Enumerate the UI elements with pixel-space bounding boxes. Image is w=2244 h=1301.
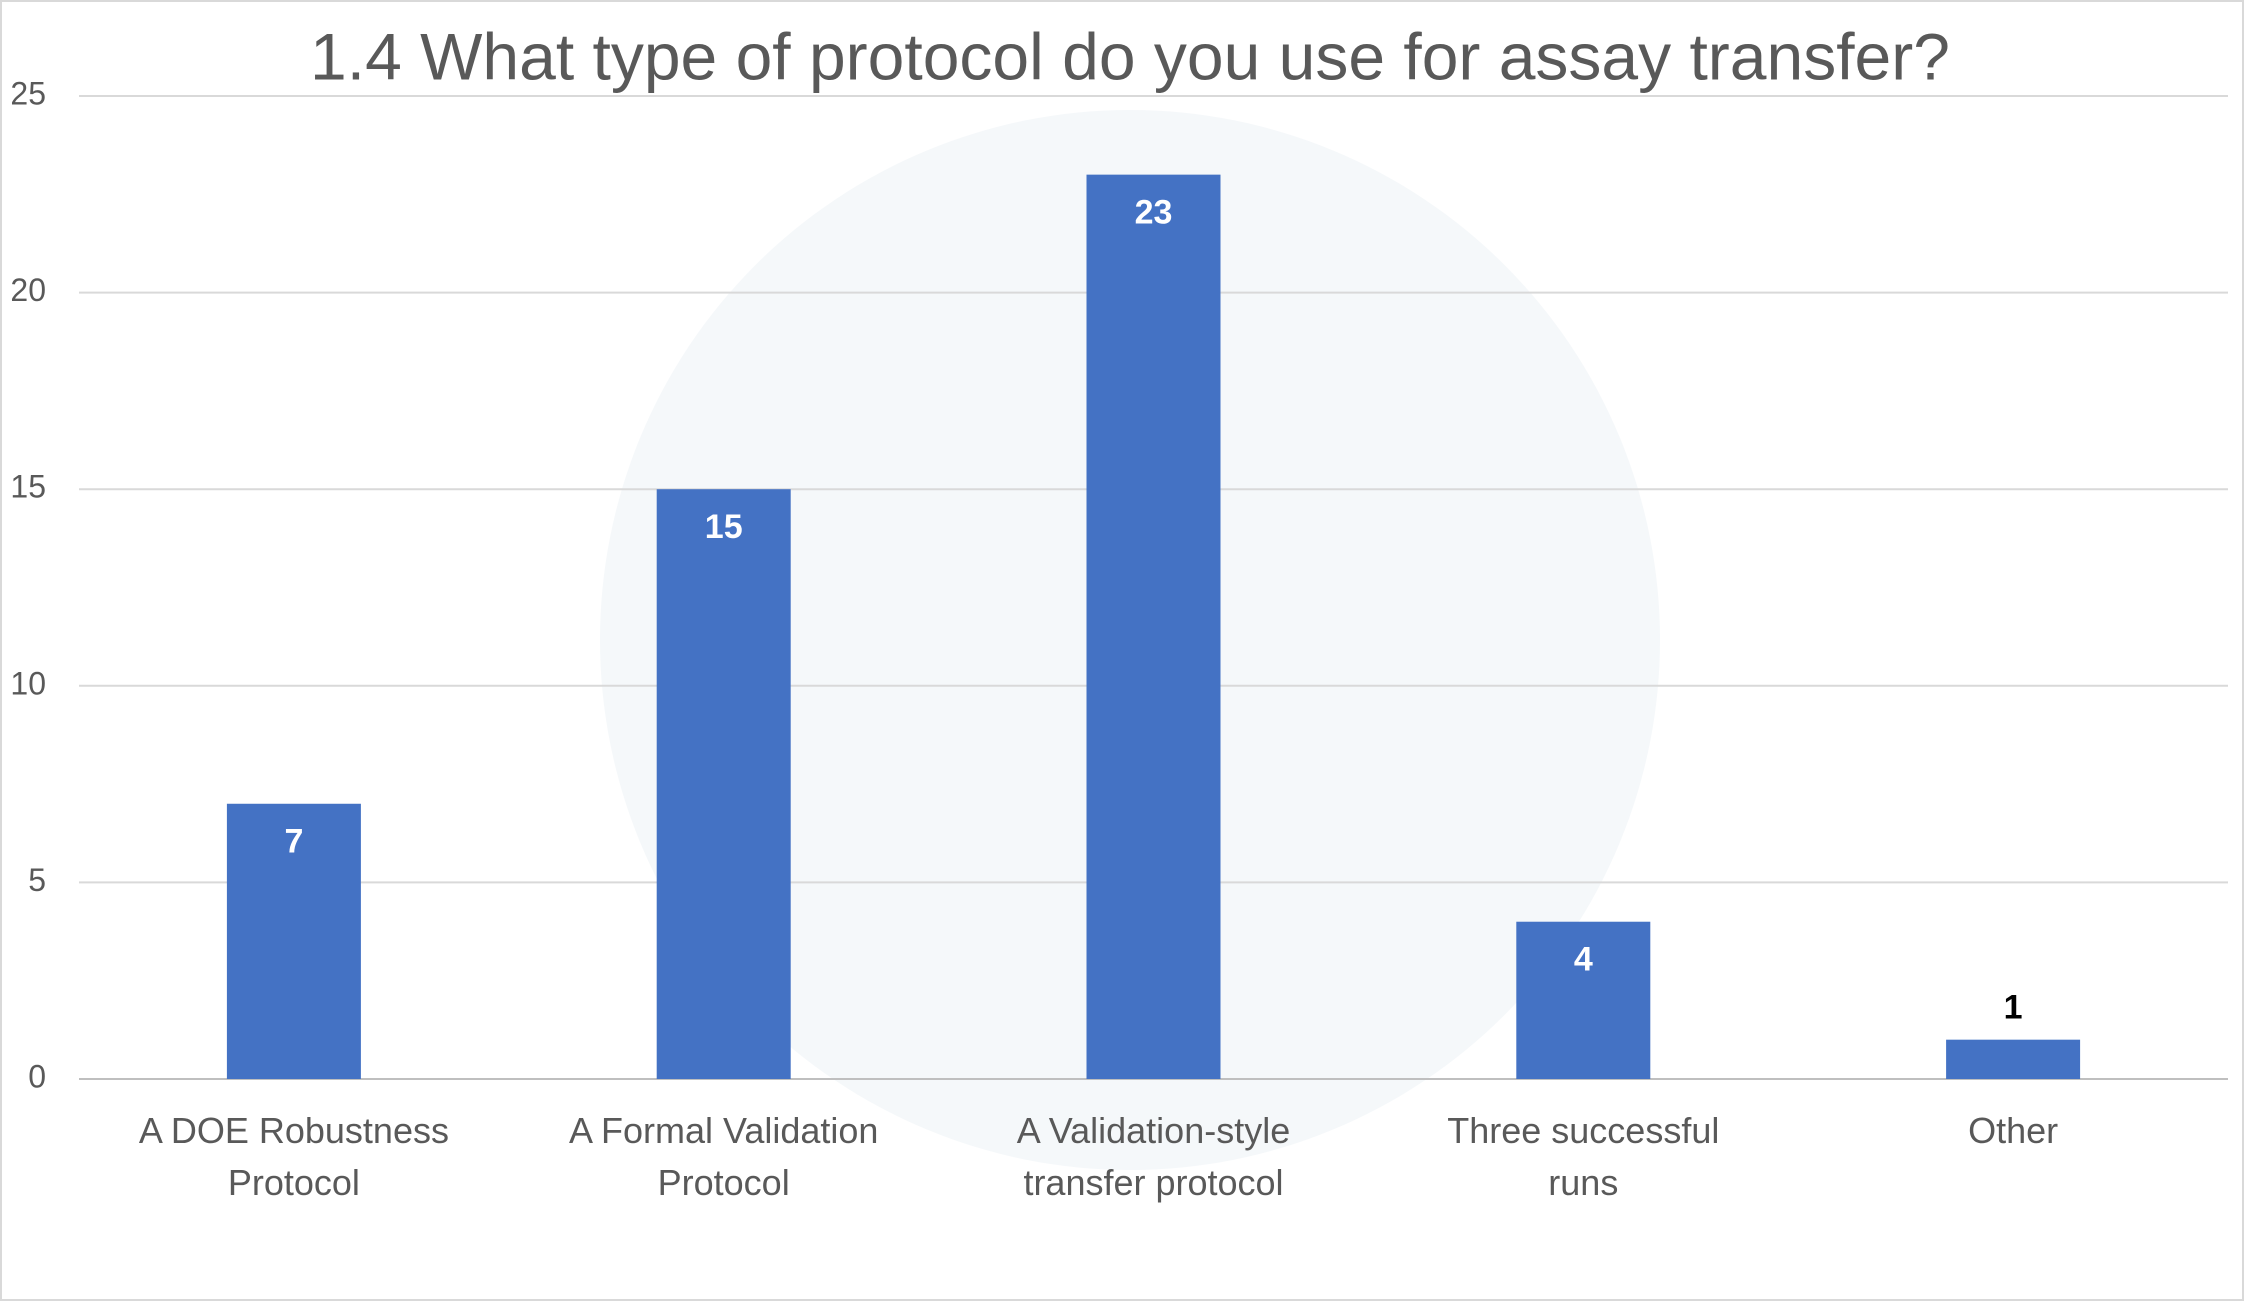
chart-title: 1.4 What type of protocol do you use for… (310, 19, 1950, 93)
x-tick-label: A DOE Robustness Protocol (138, 1110, 449, 1203)
x-tick-label: Three successful runs (1447, 1110, 1720, 1203)
y-tick-label: 10 (10, 665, 46, 701)
y-tick-label: 25 (10, 75, 46, 111)
data-label: 15 (705, 508, 743, 546)
y-tick-label: 5 (28, 862, 46, 898)
x-tick-label: Other (1968, 1110, 2059, 1151)
data-label: 1 (2004, 989, 2023, 1027)
data-label: 7 (284, 823, 303, 861)
data-label: 23 (1135, 194, 1173, 232)
x-tick-label: A Formal Validation Protocol (568, 1110, 879, 1203)
y-tick-label: 15 (10, 469, 46, 505)
x-tick-label: A Validation-style transfer protocol (1016, 1110, 1291, 1203)
y-tick-label: 0 (28, 1058, 46, 1094)
bar (1516, 921, 1651, 1079)
bar (1946, 1039, 2081, 1079)
y-tick-label: 20 (10, 272, 46, 308)
bar (656, 489, 791, 1079)
bar (1086, 174, 1221, 1079)
bar (226, 803, 361, 1079)
data-label: 4 (1574, 941, 1593, 979)
